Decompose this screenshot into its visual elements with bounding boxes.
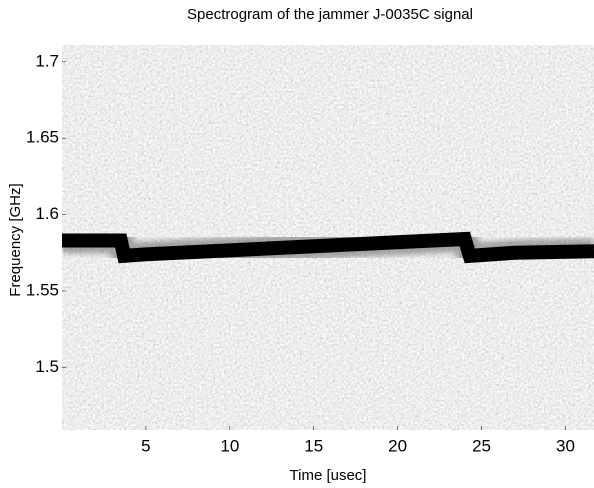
y-tick-label: 1.6 [35,204,59,223]
x-tick-label: 20 [388,436,407,455]
y-tick-label: 1.5 [35,357,59,376]
x-tick-label: 30 [556,436,575,455]
x-tick-label: 10 [220,436,239,455]
x-tick-label: 15 [304,436,323,455]
x-tick-label: 25 [472,436,491,455]
y-axis-label: Frequency [GHz] [7,183,24,296]
y-tick-label: 1.55 [26,280,59,299]
x-tick-label: 5 [141,436,150,455]
chart-title: Spectrogram of the jammer J-0035C signal [187,6,473,23]
plot-area [62,61,594,430]
y-tick-label: 1.7 [35,51,59,70]
x-axis-label: Time [usec] [290,467,367,484]
signal-band [62,231,594,264]
y-tick-label: 1.65 [26,128,59,147]
